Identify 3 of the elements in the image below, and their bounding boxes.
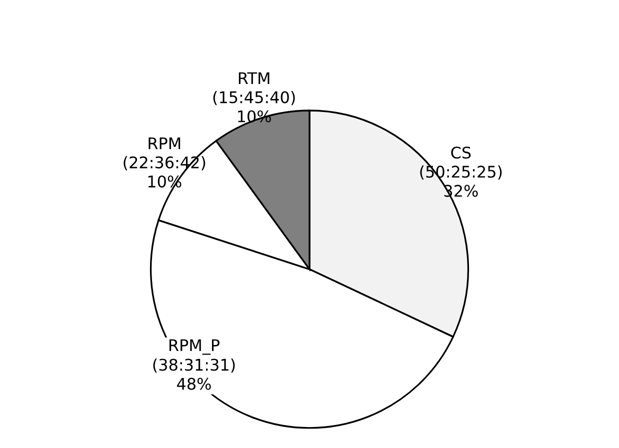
data-label: 48%	[177, 378, 211, 390]
slice-label: RTM (15:45:40)	[213, 72, 295, 106]
slice-label: RPM_P (38:31:31)	[153, 339, 235, 373]
